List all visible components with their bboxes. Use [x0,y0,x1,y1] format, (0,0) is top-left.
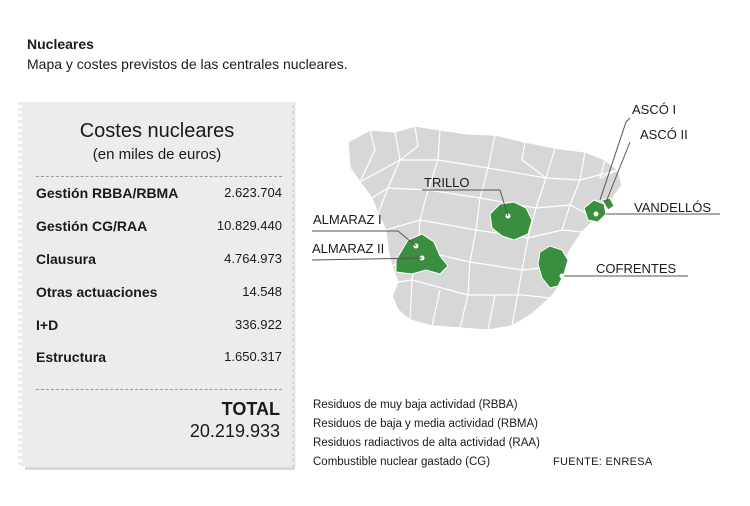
legend: Residuos de muy baja actividad (RBBA) Re… [313,396,540,472]
cost-label: I+D [36,317,59,333]
leader-line-asco-ii [605,141,631,203]
cost-value: 1.650.317 [224,349,282,364]
cost-row: Gestión CG/RAA 10.829.440 [36,218,282,238]
plant-marker-vandellos [593,211,599,217]
page-title: Nucleares [27,36,94,52]
torn-edge-right [292,102,296,467]
cost-label: Otras actuaciones [36,284,158,300]
leader-line-asco-i [599,117,631,201]
plant-label-almaraz-i: ALMARAZ I [313,212,382,227]
cost-row: Clausura 4.764.973 [36,251,282,271]
torn-edge-left [18,102,22,467]
province-caceres [395,233,449,275]
legend-item: Residuos radiactivos de alta actividad (… [313,437,540,449]
spain-map [311,117,720,331]
legend-item: Combustible nuclear gastado (CG) [313,456,491,468]
cost-label: Gestión RBBA/RBMA [36,185,179,201]
cost-row: Gestión RBBA/RBMA 2.623.704 [36,185,282,205]
cost-value: 10.829.440 [216,218,282,233]
costs-table: Costes nucleares (en miles de euros) Ges… [18,102,296,467]
total-value: 20.219.933 [189,421,280,441]
divider [36,389,282,390]
plant-label-asco-i: ASCÓ I [632,102,677,117]
cost-value: 4.764.973 [224,251,282,266]
costs-table-title: Costes nucleares [79,120,235,142]
legend-item: Residuos de muy baja actividad (RBBA) [313,399,518,411]
province-guadalajara [489,201,533,241]
divider [36,176,282,177]
leader-line-trillo [422,189,509,217]
plant-label-cofrentes: COFRENTES [596,261,677,276]
cost-value: 336.922 [235,317,282,332]
total-label: TOTAL [221,399,280,419]
source-credit: FUENTE: ENRESA [553,456,653,468]
leader-line-almaraz-ii [311,257,423,261]
plant-label-vandellos: VANDELLÓS [634,200,712,215]
cost-label: Estructura [36,349,107,365]
costs-table-subtitle: (en miles de euros) [92,146,222,163]
plant-marker-cofrentes [559,273,565,279]
plant-label-almaraz-ii: ALMARAZ II [312,241,385,256]
leader-line-almaraz-i [312,230,417,247]
cost-value: 2.623.704 [224,185,282,200]
plant-label-asco-ii: ASCÓ II [640,127,688,142]
spain-mainland [347,125,623,331]
cost-row: Otras actuaciones 14.548 [36,284,282,304]
cost-label: Gestión CG/RAA [36,218,148,234]
plant-label-trillo: TRILLO [424,175,470,190]
legend-item: Residuos de baja y media actividad (RBMA… [313,418,538,430]
page-subtitle: Mapa y costes previstos de las centrales… [27,56,348,72]
cost-row: I+D 336.922 [36,317,282,337]
cost-row: Estructura 1.650.317 [36,349,282,369]
cost-label: Clausura [36,251,96,267]
cost-value: 14.548 [242,284,282,299]
